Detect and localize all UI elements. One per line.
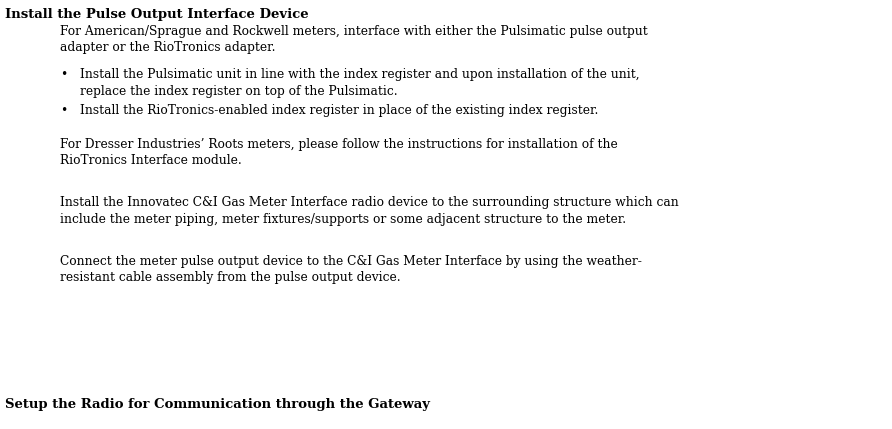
Text: Setup the Radio for Communication through the Gateway: Setup the Radio for Communication throug… [5, 398, 430, 411]
Text: Install the Innovatec C&I Gas Meter Interface radio device to the surrounding st: Install the Innovatec C&I Gas Meter Inte… [60, 196, 679, 226]
Text: For American/Sprague and Rockwell meters, interface with either the Pulsimatic p: For American/Sprague and Rockwell meters… [60, 25, 648, 54]
Text: Install the Pulsimatic unit in line with the index register and upon installatio: Install the Pulsimatic unit in line with… [80, 68, 640, 97]
Text: •: • [60, 68, 67, 81]
Text: Install the Pulse Output Interface Device: Install the Pulse Output Interface Devic… [5, 8, 309, 21]
Text: •: • [60, 104, 67, 117]
Text: For Dresser Industries’ Roots meters, please follow the instructions for install: For Dresser Industries’ Roots meters, pl… [60, 138, 618, 167]
Text: Install the RioTronics-enabled index register in place of the existing index reg: Install the RioTronics-enabled index reg… [80, 104, 599, 117]
Text: Connect the meter pulse output device to the C&I Gas Meter Interface by using th: Connect the meter pulse output device to… [60, 255, 642, 284]
